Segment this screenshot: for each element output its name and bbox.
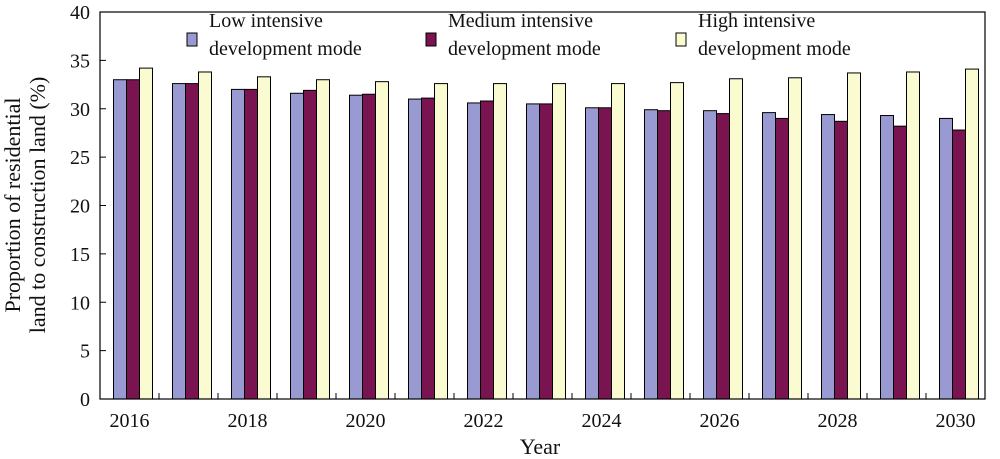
bar-s2-2020: [362, 93, 376, 400]
x-tick-label: 2020: [346, 410, 386, 432]
legend-label-s1-line-1: Low intensive: [209, 10, 323, 32]
bar-s3-2019: [316, 79, 330, 400]
bar-s3-2024: [611, 83, 625, 400]
bars-layer: [113, 67, 979, 400]
bar-s3-2027: [788, 77, 802, 400]
y-tick-label: 40: [70, 2, 90, 24]
bar-s2-2027: [775, 117, 789, 400]
legend-label-s1-line-2: development mode: [209, 38, 362, 60]
legend-label-s3-line-1: High intensive: [698, 10, 815, 32]
bar-s2-2019: [303, 89, 317, 400]
bar-s2-2017: [185, 83, 199, 400]
bar-s2-2025: [657, 110, 671, 400]
y-axis-title-line-2: land to construction land (%): [25, 77, 50, 334]
y-axis-title-line-1: Proportion of residential: [0, 97, 25, 312]
legend-label-s2-line-1: Medium intensive: [448, 10, 593, 32]
bar-s1-2029: [880, 115, 894, 400]
bar-s3-2022: [493, 83, 507, 400]
x-tick-label: 2018: [228, 410, 268, 432]
y-tick-label: 20: [70, 196, 90, 218]
legend-swatch-s1: [186, 32, 198, 47]
legend-label-s3-line-2: development mode: [698, 38, 851, 60]
legend-label-s2-line-2: development mode: [448, 38, 601, 60]
x-tick-label: 2026: [700, 410, 740, 432]
bar-s1-2024: [585, 107, 599, 400]
bar-s2-2030: [952, 129, 966, 400]
bar-s3-2029: [906, 71, 920, 400]
bar-s1-2017: [172, 83, 186, 400]
legend-swatch-s3: [675, 32, 687, 47]
bar-s2-2024: [598, 107, 612, 400]
y-tick-label: 10: [70, 292, 90, 314]
y-tick-label: 35: [70, 50, 90, 72]
y-tick-label: 0: [80, 389, 90, 411]
legend: Low intensive development mode Medium inte…: [186, 10, 851, 60]
legend-swatch-s2: [425, 32, 437, 47]
bar-s3-2016: [139, 67, 153, 400]
x-tick-label: 2022: [464, 410, 504, 432]
bar-s2-2026: [716, 113, 730, 400]
bar-s3-2020: [375, 81, 389, 400]
x-tick-label: 2024: [582, 410, 622, 432]
bar-s2-2022: [480, 100, 494, 400]
y-tick-label: 30: [70, 99, 90, 121]
x-tick-label: 2028: [818, 410, 858, 432]
bar-s1-2020: [349, 94, 363, 400]
bar-s2-2016: [126, 79, 140, 400]
bar-s1-2027: [762, 112, 776, 400]
bar-s2-2018: [244, 88, 258, 400]
bar-s1-2021: [408, 98, 422, 400]
bar-s2-2029: [893, 125, 907, 400]
x-tick-label: 2030: [936, 410, 976, 432]
bar-s3-2026: [729, 78, 743, 400]
y-tick-label: 15: [70, 244, 90, 266]
bar-s3-2028: [847, 72, 861, 400]
y-tick-label: 5: [80, 341, 90, 363]
x-axis-title: Year: [520, 434, 561, 459]
bar-s3-2025: [670, 82, 684, 400]
bar-s1-2025: [644, 109, 658, 400]
bar-s1-2016: [113, 79, 127, 400]
bar-s1-2028: [821, 114, 835, 400]
bar-s2-2028: [834, 120, 848, 400]
bar-s1-2030: [939, 117, 953, 400]
bar-s2-2023: [539, 103, 553, 400]
bar-s2-2021: [421, 97, 435, 400]
bar-s1-2022: [467, 102, 481, 400]
x-tick-label: 2016: [110, 410, 150, 432]
bar-s1-2026: [703, 110, 717, 400]
y-tick-label: 25: [70, 147, 90, 169]
bar-s3-2030: [965, 68, 979, 400]
bar-s3-2017: [198, 71, 212, 400]
bar-s3-2018: [257, 76, 271, 400]
bar-s1-2019: [290, 92, 304, 400]
bar-s3-2023: [552, 83, 566, 400]
ticks-layer: 0 5 10 15 20 25 30 35 40 2016 2018 2020 2022 2024 2026…: [70, 2, 976, 432]
bar-s1-2023: [526, 103, 540, 400]
bar-s3-2021: [434, 83, 448, 400]
bar-s1-2018: [231, 88, 245, 400]
